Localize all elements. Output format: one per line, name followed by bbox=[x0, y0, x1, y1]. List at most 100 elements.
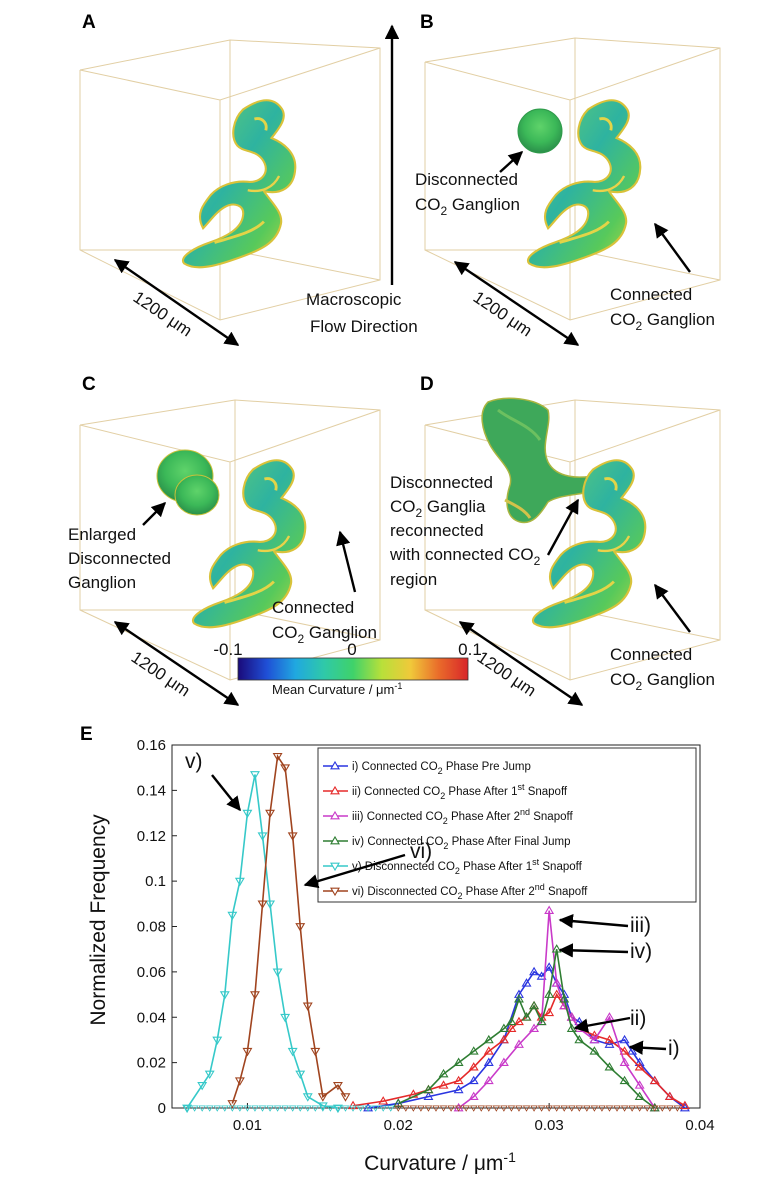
baseline-point bbox=[462, 1105, 470, 1112]
baseline-point bbox=[620, 1105, 629, 1112]
data-point bbox=[197, 1081, 208, 1091]
data-point bbox=[280, 764, 291, 773]
baseline-point bbox=[364, 1105, 372, 1112]
legend-marker bbox=[330, 760, 340, 770]
data-point bbox=[544, 905, 555, 914]
colorbar-strip bbox=[237, 657, 469, 681]
data-point bbox=[679, 1100, 690, 1110]
data-point bbox=[265, 809, 276, 819]
baseline-point bbox=[424, 1105, 433, 1112]
annotation-arrow bbox=[211, 774, 241, 812]
data-point bbox=[498, 1057, 509, 1066]
data-point bbox=[514, 994, 524, 1003]
baseline-point bbox=[311, 1105, 320, 1112]
data-point bbox=[219, 991, 230, 1000]
legend-label: ii) Connected CO2 Phase After 1st Snapof… bbox=[352, 782, 568, 801]
data-point bbox=[265, 900, 276, 909]
data-point bbox=[227, 911, 238, 921]
enl-label-c2: Disconnected bbox=[68, 549, 171, 568]
panel-label-d: D bbox=[420, 374, 434, 395]
scale-label-a: 1200 μm bbox=[130, 288, 196, 341]
data-point bbox=[250, 771, 260, 780]
data-point bbox=[634, 1091, 645, 1101]
baseline-point bbox=[537, 1105, 546, 1112]
data-point bbox=[378, 1096, 389, 1105]
data-point bbox=[634, 1062, 645, 1071]
y-tick-label: 0.02 bbox=[137, 1055, 166, 1072]
baseline-point bbox=[454, 1105, 463, 1112]
data-point bbox=[423, 1091, 434, 1101]
data-point bbox=[589, 1030, 600, 1039]
data-point bbox=[604, 1034, 615, 1044]
data-point bbox=[536, 971, 547, 980]
data-point bbox=[257, 900, 268, 909]
colorbar-label: Mean Curvature / μm-1 bbox=[272, 681, 402, 697]
series-4 bbox=[393, 944, 660, 1112]
baseline-point bbox=[470, 1105, 478, 1112]
data-point bbox=[483, 1075, 494, 1085]
baseline-point bbox=[349, 1105, 357, 1112]
baseline-point bbox=[605, 1105, 614, 1112]
data-point bbox=[250, 991, 260, 1000]
scale-arrow-d bbox=[458, 621, 584, 706]
data-point bbox=[589, 1046, 600, 1055]
data-point bbox=[529, 966, 540, 976]
baseline-point bbox=[432, 1105, 440, 1112]
series-2 bbox=[348, 989, 690, 1110]
baseline-point bbox=[213, 1105, 221, 1112]
baseline-point bbox=[371, 1105, 380, 1112]
legend-item: ii) Connected CO2 Phase After 1st Snapof… bbox=[323, 782, 568, 801]
baseline-point bbox=[598, 1105, 606, 1112]
baseline-point bbox=[198, 1105, 206, 1112]
legend-item: iv) Connected CO2 Phase After Final Jump bbox=[323, 835, 571, 851]
data-point bbox=[589, 1034, 600, 1044]
panel-label-b: B bbox=[420, 12, 434, 33]
data-point bbox=[619, 1057, 630, 1066]
data-point bbox=[483, 1057, 494, 1066]
data-point bbox=[529, 1023, 540, 1032]
baseline-point bbox=[334, 1105, 342, 1112]
legend-item: iii) Connected CO2 Phase After 2nd Snapo… bbox=[323, 807, 573, 826]
baseline-point bbox=[666, 1105, 674, 1112]
panel-label-c: C bbox=[82, 374, 96, 395]
conn-label-b1: Connected bbox=[610, 285, 692, 304]
data-point bbox=[227, 1100, 238, 1109]
data-point bbox=[521, 978, 532, 987]
data-point bbox=[604, 1012, 615, 1021]
data-point bbox=[634, 1080, 645, 1089]
baseline-point bbox=[447, 1105, 455, 1112]
recon-label-d1: Disconnected bbox=[390, 473, 493, 492]
baseline-point bbox=[221, 1105, 229, 1112]
baseline-point bbox=[304, 1105, 312, 1112]
data-point bbox=[551, 978, 562, 987]
data-point bbox=[348, 1100, 358, 1110]
panel-label-e: E bbox=[80, 724, 93, 745]
data-point bbox=[234, 1077, 245, 1086]
x-axis-label: Curvature / μm-1 bbox=[364, 1149, 516, 1175]
y-tick-label: 0.06 bbox=[137, 964, 166, 981]
flow-label-line1: Macroscopic bbox=[306, 290, 402, 309]
annotation-arrow bbox=[573, 1016, 631, 1033]
baseline-point bbox=[206, 1105, 214, 1112]
colorbar: -0.1 0 0.1 Mean Curvature / μm-1 bbox=[213, 640, 481, 697]
baseline-point bbox=[402, 1105, 410, 1112]
data-point bbox=[317, 1102, 328, 1111]
data-point bbox=[604, 1062, 615, 1071]
baseline-point bbox=[326, 1105, 335, 1112]
baseline-point bbox=[439, 1105, 448, 1112]
panel-a: A Macroscopic Flow Direction 1200 μm bbox=[79, 12, 418, 346]
recon-label-d2: CO2 Ganglia bbox=[390, 497, 486, 520]
data-point bbox=[272, 968, 283, 977]
data-point bbox=[619, 1034, 630, 1044]
chart-axes: 0 0.02 0.04 0.06 0.08 0.1 0.12 0.14 0.16 0.01 0.02… bbox=[137, 737, 715, 1134]
legend-item: vi) Disconnected CO2 Phase After 2nd Sna… bbox=[323, 882, 588, 901]
series-3 bbox=[453, 905, 660, 1112]
series-line bbox=[231, 754, 347, 1104]
data-point bbox=[182, 1104, 193, 1114]
enl-label-c1: Enlarged bbox=[68, 525, 136, 544]
baseline-point bbox=[258, 1105, 267, 1112]
data-point bbox=[483, 1046, 494, 1055]
baseline-point bbox=[651, 1105, 659, 1112]
data-point bbox=[679, 1102, 690, 1112]
baseline-point bbox=[500, 1105, 508, 1112]
